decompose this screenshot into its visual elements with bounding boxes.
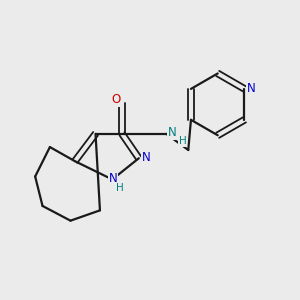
Text: N: N — [247, 82, 255, 95]
Text: O: O — [111, 93, 120, 106]
Text: N: N — [109, 172, 117, 185]
Text: N: N — [168, 126, 177, 139]
Text: N: N — [142, 151, 151, 164]
Text: H: H — [178, 136, 186, 146]
Text: H: H — [116, 183, 124, 193]
